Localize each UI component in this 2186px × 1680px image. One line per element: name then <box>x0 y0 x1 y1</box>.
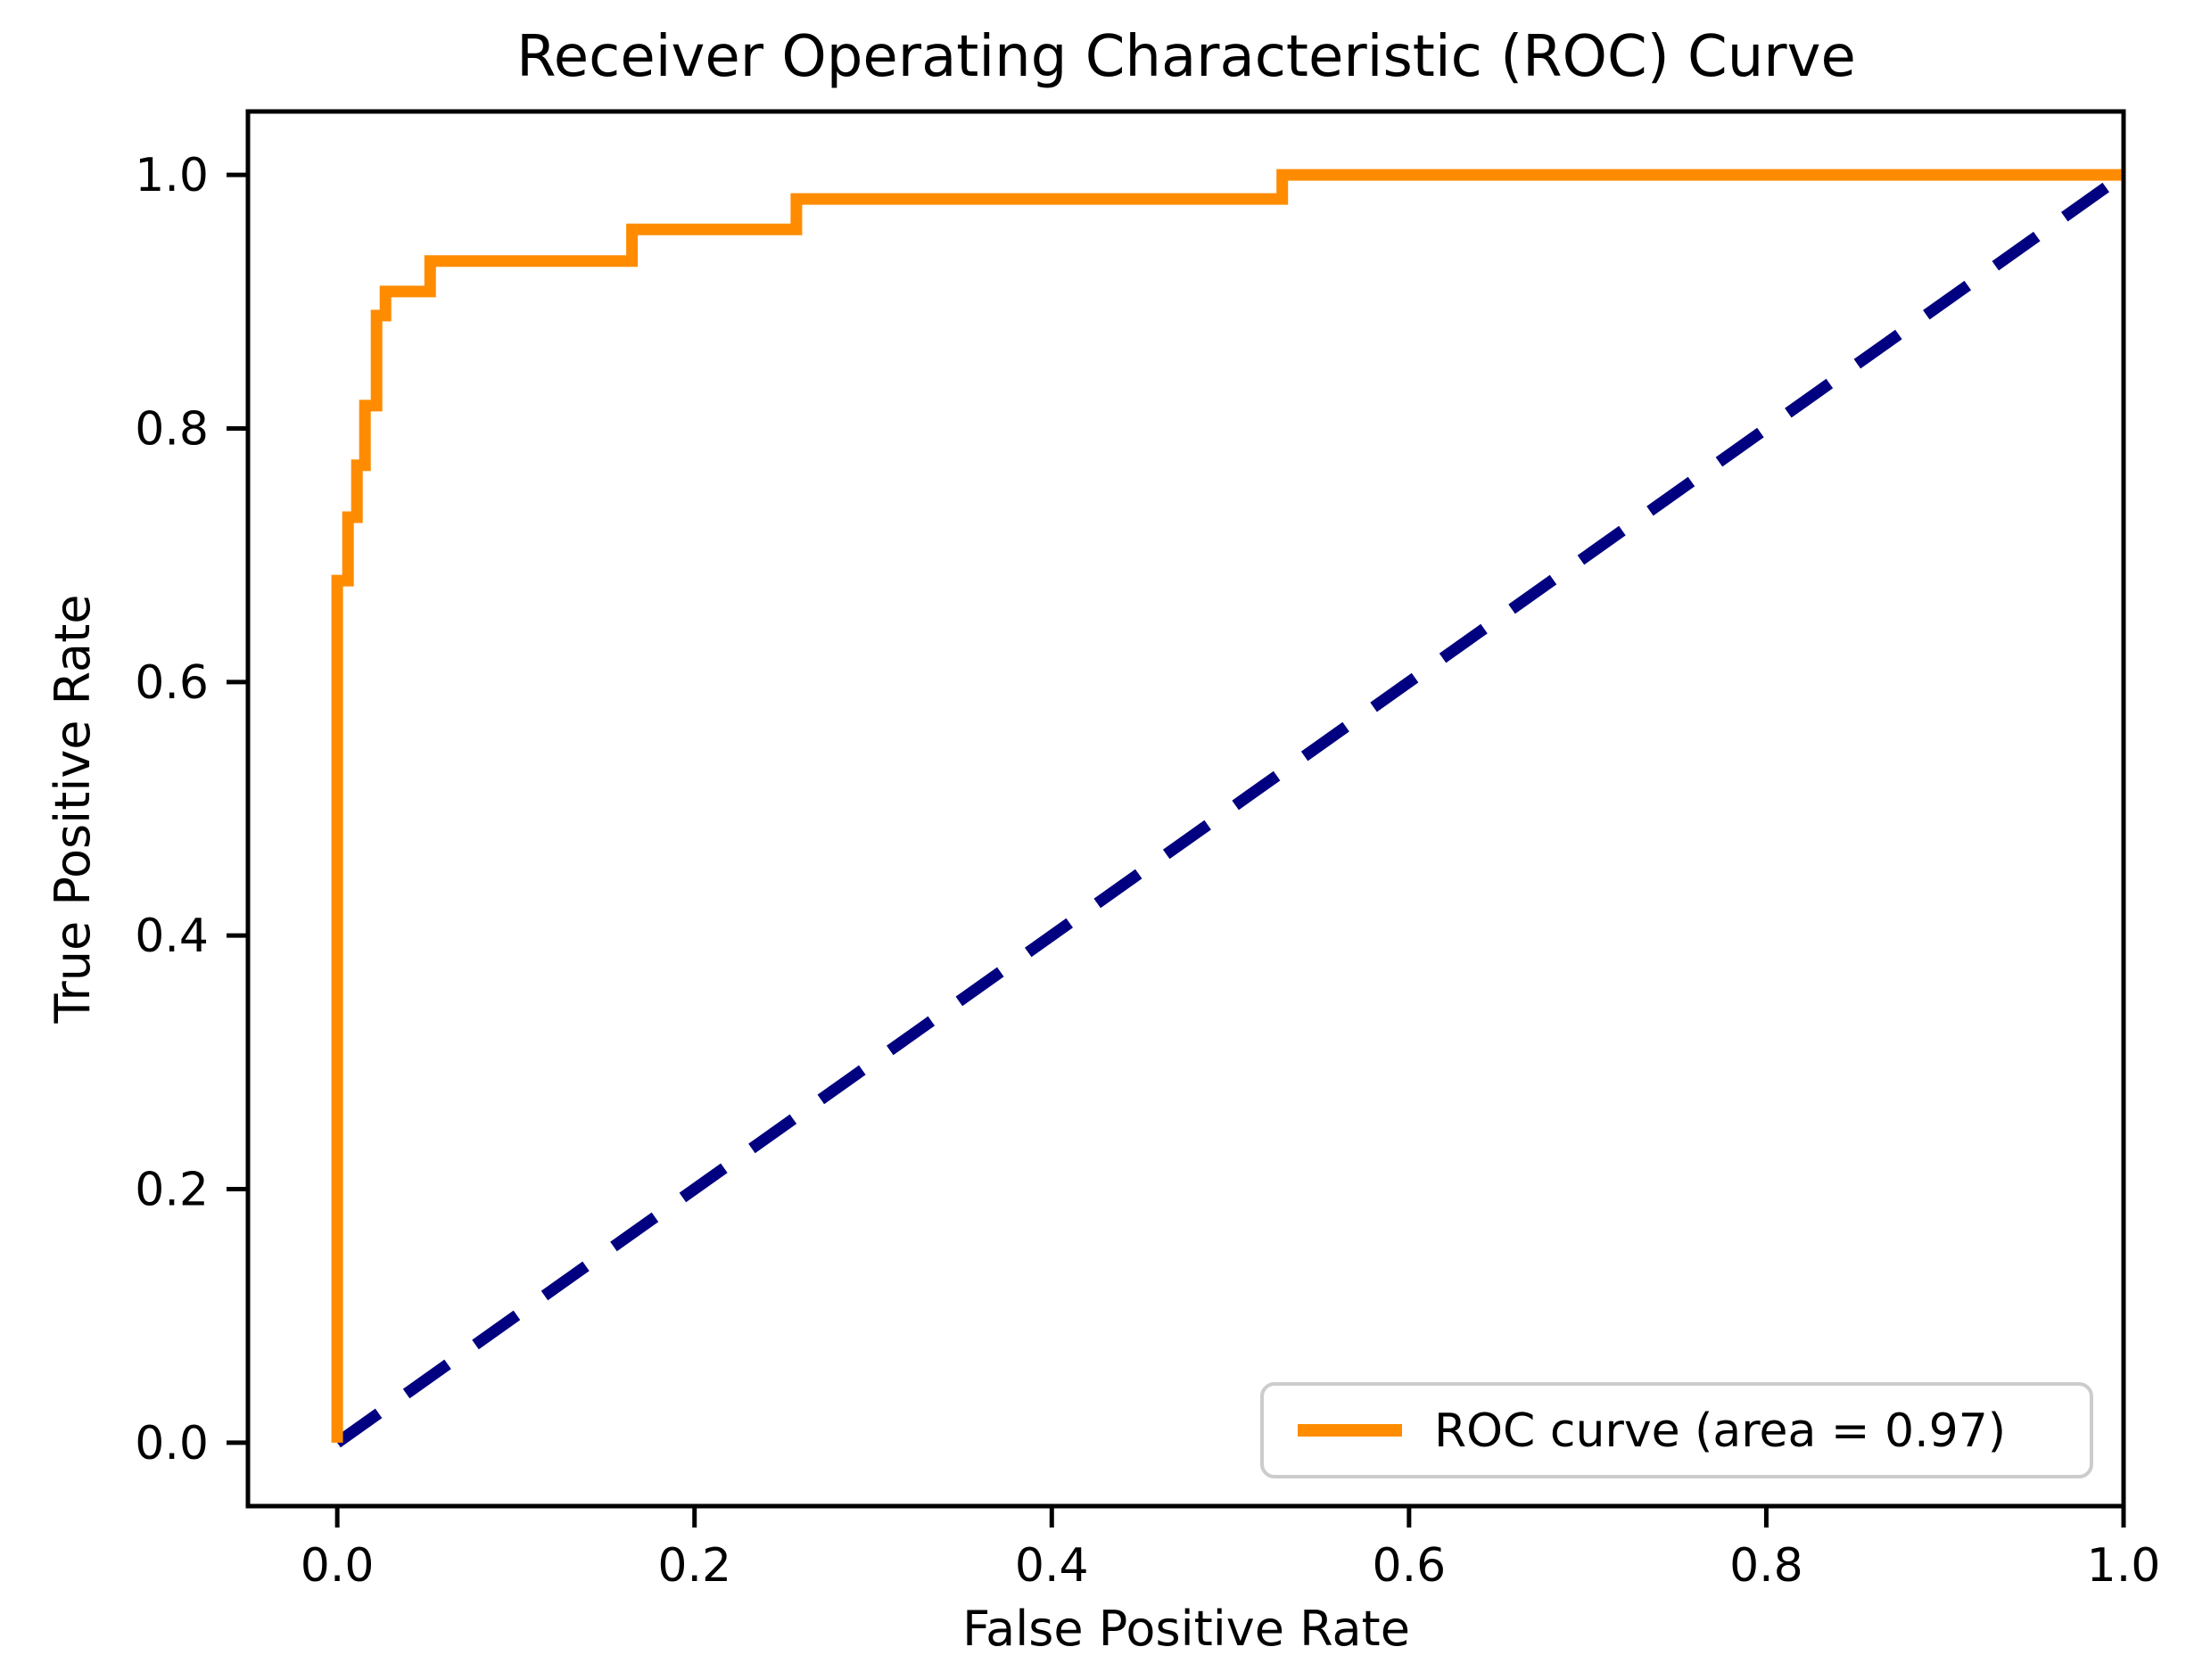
legend: ROC curve (area = 0.97) <box>1260 1382 2093 1478</box>
chance-diagonal-line <box>334 169 2124 1448</box>
x-tick-label: 0.0 <box>301 1539 375 1593</box>
plot-series-group <box>331 169 2124 1448</box>
chart-title: Receiver Operating Characteristic (ROC) … <box>516 24 1856 90</box>
y-tick-label: 0.8 <box>135 402 209 456</box>
x-tick-label: 0.2 <box>657 1539 731 1593</box>
y-axis-ticks: 0.0 0.2 0.4 0.6 0.8 1.0 <box>135 149 248 1470</box>
y-tick-label: 0.2 <box>135 1164 209 1217</box>
x-tick-label: 1.0 <box>2087 1539 2161 1593</box>
x-axis-label: False Positive Rate <box>962 1601 1410 1657</box>
legend-box <box>1260 1382 2093 1478</box>
y-tick-label: 0.6 <box>135 656 209 710</box>
y-tick-label: 1.0 <box>135 149 209 202</box>
roc-curve-line <box>331 169 2124 1443</box>
x-axis-ticks: 0.0 0.2 0.4 0.6 0.8 1.0 <box>301 1506 2161 1593</box>
x-tick-label: 0.4 <box>1015 1539 1089 1593</box>
x-tick-label: 0.8 <box>1729 1539 1803 1593</box>
x-tick-label: 0.6 <box>1373 1539 1447 1593</box>
y-axis-label: True Positive Rate <box>45 594 101 1024</box>
legend-roc-label: ROC curve (area = 0.97) <box>1434 1404 2006 1458</box>
y-tick-label: 0.0 <box>135 1417 209 1470</box>
plot-area-border <box>245 109 2126 1509</box>
y-tick-label: 0.4 <box>135 910 209 963</box>
